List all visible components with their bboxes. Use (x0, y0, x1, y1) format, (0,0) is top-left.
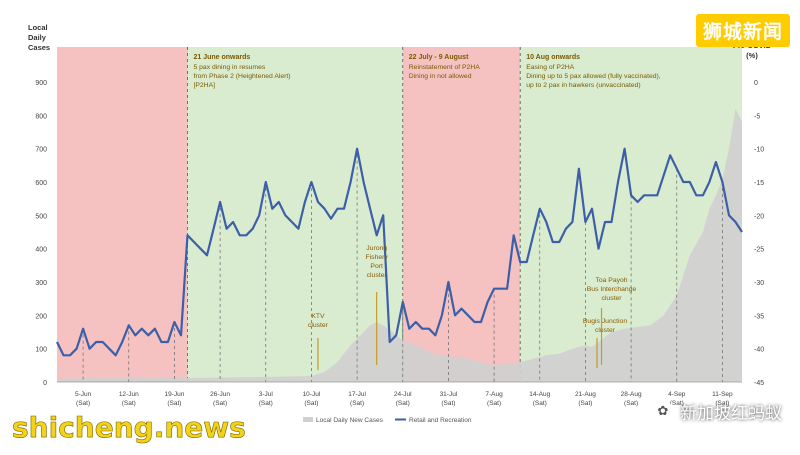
cluster-annotation-line: Jurong (366, 245, 387, 252)
left-tick-label: 0 (43, 380, 47, 387)
left-tick-label: 900 (35, 80, 47, 87)
region-description-line: 5 pax dining in resumes (193, 64, 265, 71)
x-tick-date: 24-Jul (394, 391, 412, 398)
region-title: 10 Aug onwards (526, 54, 580, 61)
x-tick-date: 26-Jun (210, 391, 230, 398)
x-tick-weekday: (Sat) (259, 400, 273, 407)
x-tick-weekday: (Sat) (213, 400, 227, 407)
left-axis-title-line: Daily (28, 33, 47, 42)
x-tick-weekday: (Sat) (350, 400, 364, 407)
left-tick-label: 500 (35, 213, 47, 220)
wechat-icon: ✿ (652, 400, 674, 423)
right-tick-label: -20 (754, 213, 764, 220)
right-tick-label: -30 (754, 280, 764, 287)
x-tick-date: 31-Jul (440, 391, 458, 398)
left-tick-label: 300 (35, 280, 47, 287)
right-tick-label: -15 (754, 180, 764, 187)
cluster-annotation-line: cluster (367, 272, 388, 279)
region-title: 22 July - 9 August (409, 54, 469, 61)
left-tick-label: 200 (35, 313, 47, 320)
x-tick-date: 12-Jun (119, 391, 139, 398)
watermark-wechat: ✿ 新加坡红蚂蚁 (652, 399, 782, 424)
cluster-annotation-line: Bus Interchange (587, 286, 637, 293)
right-tick-label: -5 (754, 113, 760, 120)
region-band (57, 47, 188, 382)
cluster-annotation-line: cluster (308, 322, 329, 329)
left-tick-label: 100 (35, 347, 47, 354)
right-tick-label: -25 (754, 247, 764, 254)
left-tick-label: 700 (35, 147, 47, 154)
left-axis-title-line: Local (28, 23, 48, 32)
cluster-annotation-line: cluster (602, 295, 623, 302)
legend-label-area: Local Daily New Cases (316, 417, 384, 424)
region-description-line: up to 2 pax in hawkers (unvaccinated) (526, 82, 640, 89)
x-tick-date: 7-Aug (485, 391, 503, 398)
cluster-annotation-line: Port (370, 263, 383, 270)
x-tick-weekday: (Sat) (396, 400, 410, 407)
region-description-line: Dining in not allowed (409, 73, 472, 80)
cluster-annotation-line: Toa Payoh (595, 277, 627, 284)
series-area-local-cases (57, 108, 742, 382)
right-tick-label: 0 (754, 80, 758, 87)
region-description-line: Dining up to 5 pax allowed (fully vaccin… (526, 73, 661, 80)
x-tick-weekday: (Sat) (122, 400, 136, 407)
x-tick-date: 28-Aug (621, 391, 642, 398)
left-axis-title-line: Cases (28, 43, 50, 52)
x-tick-weekday: (Sat) (715, 400, 729, 407)
cluster-annotation-line: KTV (311, 313, 325, 320)
x-tick-date: 10-Jul (303, 391, 321, 398)
x-tick-date: 5-Jun (75, 391, 92, 398)
x-tick-weekday: (Sat) (487, 400, 501, 407)
region-band (402, 47, 521, 382)
right-axis-title-line: (%) (746, 51, 758, 60)
x-tick-date: 19-Jun (164, 391, 184, 398)
right-tick-label: -40 (754, 347, 764, 354)
left-tick-label: 800 (35, 113, 47, 120)
region-description-line: Easing of P2HA (526, 64, 574, 71)
x-tick-weekday: (Sat) (441, 400, 455, 407)
right-tick-label: -10 (754, 147, 764, 154)
right-tick-label: -35 (754, 313, 764, 320)
region-description-line: [P2HA] (193, 82, 215, 89)
legend-swatch-area (303, 417, 313, 422)
x-tick-weekday: (Sat) (578, 400, 592, 407)
x-tick-weekday: (Sat) (167, 400, 181, 407)
right-tick-label: -45 (754, 380, 764, 387)
x-tick-date: 21-Aug (575, 391, 596, 398)
x-tick-weekday: (Sat) (76, 400, 90, 407)
left-tick-label: 600 (35, 180, 47, 187)
region-title: 21 June onwards (193, 54, 250, 61)
x-tick-date: 17-Jul (348, 391, 366, 398)
series-line-retail-recreation (56, 147, 743, 357)
legend-label-line: Retail and Recreation (409, 417, 472, 424)
x-tick-weekday: (Sat) (624, 400, 638, 407)
watermark-wechat-text: 新加坡红蚂蚁 (680, 404, 782, 424)
cluster-annotation-line: Bugis Junction (583, 318, 627, 325)
cluster-annotation-line: Fishery (366, 254, 389, 261)
left-tick-label: 400 (35, 247, 47, 254)
watermark-bottom-left: shicheng.news (12, 411, 246, 445)
x-tick-weekday: (Sat) (533, 400, 547, 407)
cluster-annotation-line: cluster (595, 327, 616, 334)
x-tick-weekday: (Sat) (304, 400, 318, 407)
x-tick-date: 4-Sep (668, 391, 686, 398)
x-tick-weekday: (Sat) (670, 400, 684, 407)
region-description-line: Reinstatement of P2HA (409, 64, 480, 71)
watermark-top-right: 狮城新闻 (695, 14, 790, 47)
x-tick-date: 11-Sep (712, 391, 733, 398)
x-tick-date: 3-Jul (259, 391, 274, 398)
x-tick-date: 14-Aug (529, 391, 550, 398)
region-description-line: from Phase 2 (Heightened Alert) (193, 73, 290, 80)
